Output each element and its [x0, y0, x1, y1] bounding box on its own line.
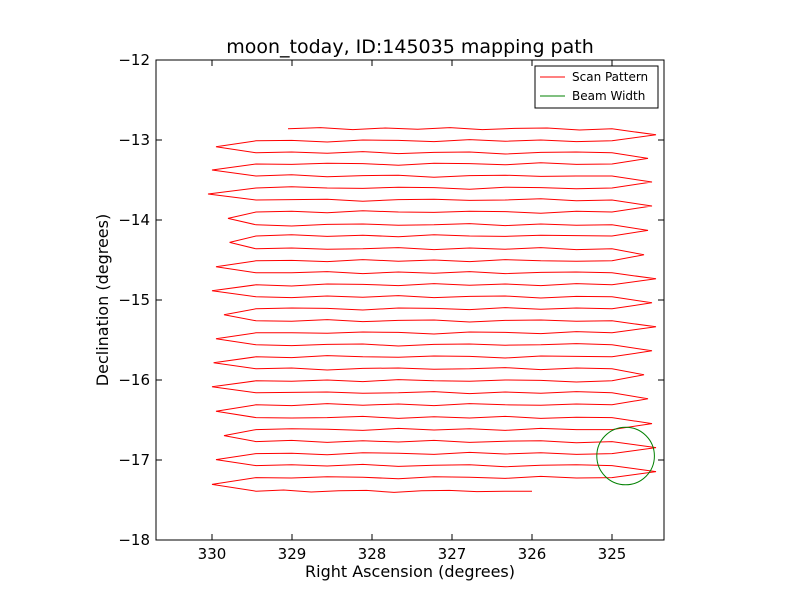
y-tick-label: −12 — [118, 51, 150, 69]
y-tick-label: −14 — [118, 211, 150, 229]
axis-ticks: 330 329 328 327 326 325 −18 −17 −16 −15 −14 −13 −12 — [118, 51, 664, 563]
legend-label-beam-width: Beam Width — [572, 89, 645, 103]
y-tick-label: −15 — [118, 291, 150, 309]
scan-pattern-line — [207, 127, 657, 493]
legend: Scan Pattern Beam Width — [534, 65, 659, 109]
plot-area — [207, 127, 657, 493]
legend-label-scan-pattern: Scan Pattern — [572, 70, 648, 84]
y-tick-label: −18 — [118, 531, 150, 549]
chart-title: moon_today, ID:145035 mapping path — [226, 36, 594, 58]
legend-box — [534, 65, 659, 109]
y-tick-label: −13 — [118, 131, 150, 149]
y-tick-label: −16 — [118, 371, 150, 389]
x-axis-label: Right Ascension (degrees) — [305, 562, 515, 581]
x-tick-label: 326 — [518, 545, 547, 563]
x-tick-label: 330 — [198, 545, 227, 563]
beam-width-circle — [596, 426, 655, 486]
y-axis-label: Declination (degrees) — [93, 214, 112, 386]
axes-frame — [155, 59, 665, 541]
x-tick-label: 327 — [438, 545, 467, 563]
y-tick-label: −17 — [118, 451, 150, 469]
x-tick-label: 329 — [278, 545, 307, 563]
x-tick-label: 325 — [598, 545, 627, 563]
x-tick-label: 328 — [358, 545, 387, 563]
